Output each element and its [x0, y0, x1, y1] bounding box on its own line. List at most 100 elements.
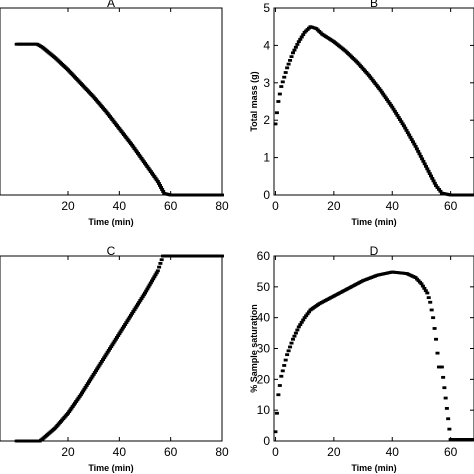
panel-c: C 20 40 60 80 Time (min): [0, 244, 229, 473]
panel-title: C: [107, 244, 116, 258]
data-point: [145, 165, 150, 169]
y-axis-label: Total mass (g): [249, 71, 259, 131]
data-point: [443, 396, 448, 400]
panel-title: B: [370, 0, 378, 10]
data-point: [418, 154, 423, 158]
data-point: [148, 281, 153, 285]
data-point: [112, 339, 117, 343]
x-tick-label: 40: [386, 445, 400, 459]
plot-frame: [273, 255, 474, 442]
data-point: [296, 40, 301, 44]
data-series: [273, 270, 474, 441]
data-point: [70, 405, 75, 408]
data-point: [408, 135, 413, 139]
data-point: [378, 88, 383, 92]
y-tick-label: 50: [257, 280, 271, 294]
data-point: [425, 167, 430, 171]
data-series: [273, 25, 474, 197]
data-point: [472, 193, 474, 197]
x-axis-label: Time (min): [351, 217, 396, 227]
data-point: [299, 320, 304, 324]
data-point: [83, 385, 88, 389]
data-point: [436, 187, 441, 191]
data-point: [407, 133, 412, 137]
x-tick-label: 80: [215, 199, 229, 213]
data-point: [153, 273, 158, 277]
data-point: [88, 378, 93, 382]
data-point: [283, 358, 288, 362]
data-point: [158, 262, 163, 265]
panel-title: D: [370, 244, 379, 258]
data-point: [122, 133, 127, 137]
y-tick-label: 0: [263, 188, 270, 202]
data-point: [302, 30, 307, 34]
data-point: [147, 283, 152, 287]
data-point: [279, 85, 284, 88]
y-tick-label: 4: [263, 38, 270, 52]
x-tick-label: 20: [61, 445, 75, 459]
data-point: [416, 149, 421, 153]
plot-frame: [0, 7, 223, 196]
data-point: [111, 119, 116, 123]
data-point: [113, 337, 118, 341]
y-tick-label: 1: [263, 151, 270, 165]
data-point: [118, 128, 123, 132]
data-point: [386, 100, 391, 103]
data-point: [420, 284, 425, 288]
data-point: [280, 369, 285, 373]
data-point: [76, 396, 81, 400]
data-point: [429, 174, 434, 178]
data-point: [398, 118, 403, 121]
data-point: [399, 120, 404, 124]
x-axis-label: Time (min): [351, 463, 396, 473]
data-point: [390, 105, 395, 109]
data-point: [138, 155, 143, 159]
data-point: [81, 389, 86, 393]
data-point: [368, 75, 373, 79]
data-point: [157, 265, 162, 269]
data-point: [434, 184, 439, 188]
data-point: [438, 189, 443, 193]
data-point: [379, 90, 384, 94]
x-tick-label: 40: [113, 199, 127, 213]
data-point: [85, 382, 90, 386]
data-point: [273, 430, 278, 434]
data-point: [102, 356, 107, 360]
data-point: [372, 80, 377, 84]
y-axis-label: % Sample saturation: [249, 304, 259, 393]
data-point: [274, 411, 279, 415]
data-point: [78, 393, 83, 397]
data-point: [89, 376, 94, 380]
data-point: [137, 300, 142, 304]
data-point: [417, 280, 422, 284]
data-point: [148, 170, 153, 173]
data-point: [293, 45, 298, 49]
data-point: [152, 275, 157, 279]
data-point: [124, 321, 129, 324]
data-point: [430, 177, 435, 180]
y-tick-label: 2: [263, 113, 270, 127]
data-point: [110, 118, 115, 121]
data-point: [119, 130, 124, 134]
data-point: [146, 285, 151, 289]
data-point: [362, 69, 367, 73]
x-tick-label: 60: [444, 199, 458, 213]
data-point: [298, 323, 303, 327]
data-point: [129, 313, 134, 317]
data-point: [124, 136, 129, 140]
data-point: [103, 354, 108, 358]
data-point: [307, 310, 312, 314]
data-point: [116, 125, 121, 129]
data-point: [68, 408, 73, 412]
y-tick-label: 60: [257, 249, 271, 263]
data-point: [420, 157, 425, 161]
data-point: [421, 159, 426, 163]
data-point: [447, 427, 452, 431]
x-tick-label: 0: [272, 199, 279, 213]
data-point: [157, 184, 162, 187]
data-point: [136, 302, 141, 306]
data-point: [435, 186, 440, 189]
data-point: [289, 55, 294, 59]
data-point: [115, 124, 120, 128]
